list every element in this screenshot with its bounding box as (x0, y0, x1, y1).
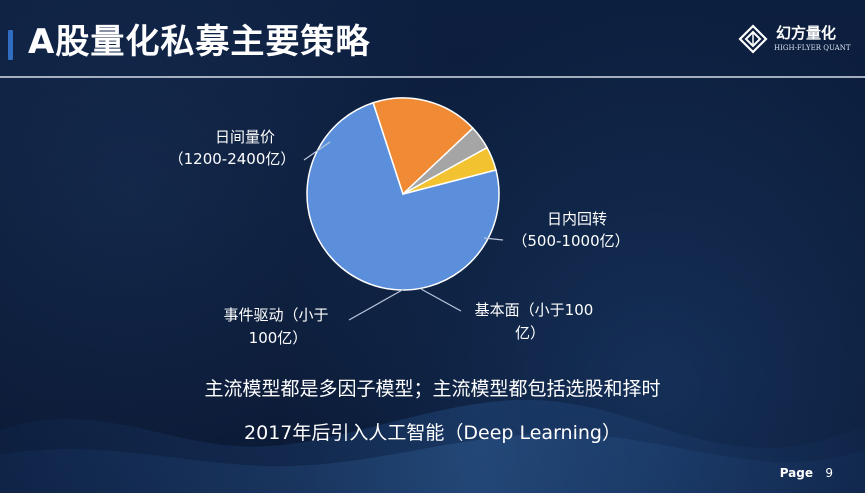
pie-slice-intraday-volume-price (306, 101, 500, 291)
label-fundamental-line-1: 基本面（小于100 (475, 301, 594, 319)
label-intraday-volume-price-line-1: 日间量价 (215, 128, 275, 146)
pie-label-group: 日间量价 （1200-2400亿） 日内回转 （500-1000亿） 基本面（小… (169, 128, 630, 347)
label-event-driven-line-2: 100亿） (249, 329, 308, 347)
page-number: 9 (825, 466, 833, 480)
page-title: A股量化私募主要策略 (28, 22, 371, 62)
label-fundamental-line-2: 亿） (515, 324, 545, 342)
company-logo: 幻方量化 HIGH-FLYER QUANT (738, 24, 851, 58)
label-intraday-turnover-line-1: 日内回转 (547, 210, 607, 228)
label-intraday-turnover-line-2: （500-1000亿） (512, 232, 629, 250)
logo-english-text: HIGH-FLYER QUANT (774, 44, 851, 52)
pie-slice-intraday-turnover (372, 97, 474, 196)
summary-line-2: 2017年后引入人工智能（Deep Learning） (244, 422, 621, 444)
pie-slice-event-driven (402, 146, 497, 195)
label-event-driven-line-1: 事件驱动（小于 (223, 306, 328, 324)
leader-line-intraday-turnover (483, 237, 504, 241)
summary-line-1: 主流模型都是多因子模型；主流模型都包括选股和择时 (204, 378, 661, 400)
pie-leader-lines (303, 141, 504, 321)
title-accent-bar (8, 30, 13, 60)
label-intraday-volume-price-line-2: （1200-2400亿） (169, 150, 296, 168)
leader-line-fundamental (420, 288, 462, 312)
title-divider (0, 76, 865, 78)
logo-icon (738, 24, 768, 54)
logo-chinese-text: 幻方量化 (776, 24, 837, 42)
leader-line-intraday-volume-price (303, 141, 331, 161)
page-label: Page (779, 466, 813, 480)
pie-slices-group (306, 97, 500, 291)
leader-line-event-driven (348, 288, 405, 321)
